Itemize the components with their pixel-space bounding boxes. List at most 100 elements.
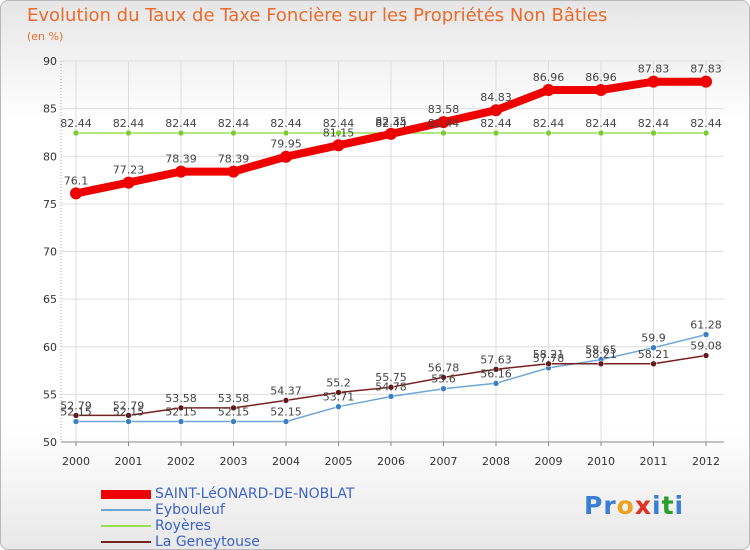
x-tick-label: 2007 xyxy=(430,455,458,468)
data-label: 82.44 xyxy=(113,117,145,130)
data-point xyxy=(437,116,450,129)
data-point xyxy=(702,331,710,338)
y-tick-label: 75 xyxy=(43,198,57,211)
data-label: 52.15 xyxy=(218,406,250,419)
data-point xyxy=(490,104,502,117)
data-label: 52.79 xyxy=(60,399,92,412)
data-point xyxy=(492,129,500,137)
data-label: 53.71 xyxy=(323,391,355,404)
data-label: 82.44 xyxy=(585,117,617,130)
data-label: 58.65 xyxy=(585,344,617,357)
data-point xyxy=(227,165,240,178)
x-tick-label: 2002 xyxy=(167,455,195,468)
x-tick-label: 2008 xyxy=(482,455,510,468)
data-point xyxy=(280,150,292,163)
series-layer xyxy=(70,75,712,425)
data-label: 55.75 xyxy=(375,371,407,384)
data-label: 84.83 xyxy=(480,91,512,104)
legend-item-saint-leonard: SAINT-LéONARD-DE-NOBLAT xyxy=(101,486,501,502)
data-label: 79.95 xyxy=(270,138,302,151)
data-point xyxy=(647,75,660,88)
x-tick-label: 2004 xyxy=(272,455,300,468)
data-point xyxy=(492,380,500,387)
data-point xyxy=(700,75,712,88)
data-labels: 82.44 82.44 82.44 82.44 82.44 82.44 82.44 82.44… xyxy=(60,63,722,419)
data-point xyxy=(282,418,290,425)
legend-item-la-geneytouse: La Geneytouse xyxy=(101,534,501,550)
data-point xyxy=(72,412,80,419)
data-label: 56.78 xyxy=(428,361,460,374)
legend-swatch xyxy=(101,525,151,527)
data-label: 82.44 xyxy=(533,117,565,130)
data-point xyxy=(177,418,185,425)
data-point xyxy=(70,187,82,200)
legend-item-eybouleuf: Eybouleuf xyxy=(101,502,501,518)
data-point xyxy=(597,129,605,137)
data-label: 82.44 xyxy=(165,117,197,130)
data-label: 55.6 xyxy=(431,373,456,386)
data-point xyxy=(282,129,290,137)
data-point xyxy=(595,83,607,96)
legend-swatch xyxy=(101,490,151,499)
y-tick-label: 70 xyxy=(43,246,57,259)
legend-label: Eybouleuf xyxy=(155,502,225,518)
data-label: 54.37 xyxy=(270,384,302,397)
legend-swatch xyxy=(101,509,151,511)
data-label: 86.96 xyxy=(533,71,565,84)
data-label: 52.15 xyxy=(270,406,302,419)
y-tick-label: 55 xyxy=(43,388,57,401)
data-point xyxy=(282,397,290,404)
data-point xyxy=(72,129,80,137)
data-point xyxy=(702,352,710,359)
data-point xyxy=(335,129,342,137)
data-label: 76.1 xyxy=(64,174,89,187)
y-tick-label: 90 xyxy=(43,55,57,68)
x-tick-label: 2000 xyxy=(62,455,90,468)
data-point xyxy=(175,165,187,178)
data-label: 52.79 xyxy=(113,399,145,412)
data-point xyxy=(385,127,397,140)
logo-letter: i xyxy=(652,491,662,520)
data-label: 81.15 xyxy=(323,126,355,139)
data-point xyxy=(125,129,132,137)
data-point xyxy=(440,374,447,381)
y-tick-label: 85 xyxy=(43,103,57,116)
y-tick-label: 50 xyxy=(43,436,57,449)
data-label: 82.35 xyxy=(375,115,407,128)
data-point xyxy=(125,412,132,419)
legend-item-royeres: Royères xyxy=(101,518,501,534)
data-label: 87.83 xyxy=(690,63,722,76)
data-point xyxy=(440,129,447,137)
data-point xyxy=(440,385,447,392)
data-label: 82.44 xyxy=(218,117,250,130)
data-point xyxy=(125,418,132,425)
data-label: 87.83 xyxy=(638,63,670,76)
chart-title: Evolution du Taux de Taxe Foncière sur l… xyxy=(27,5,608,26)
data-label: 82.44 xyxy=(323,117,355,130)
data-label: 78.39 xyxy=(165,153,197,166)
logo-letter: P xyxy=(584,491,604,520)
data-point xyxy=(650,360,657,368)
y-tick-label: 65 xyxy=(43,293,57,306)
data-point xyxy=(335,403,342,410)
data-label: 54.78 xyxy=(375,380,407,393)
data-label: 78.39 xyxy=(218,153,250,166)
data-label: 82.44 xyxy=(375,117,407,130)
axes: 50 55 60 65 70 75 80 85 90 2000 2001 2002 2003 2004 20… xyxy=(43,55,724,468)
legend-label: La Geneytouse xyxy=(155,534,260,550)
data-label: 82.44 xyxy=(428,117,460,130)
logo-letter: o xyxy=(616,491,635,520)
x-tick-label: 2011 xyxy=(640,455,668,468)
data-label: 83.58 xyxy=(428,103,460,116)
logo-letter: t xyxy=(661,491,675,520)
data-label: 82.44 xyxy=(690,117,722,130)
data-label: 55.2 xyxy=(326,376,351,389)
x-tick-label: 2012 xyxy=(692,455,720,468)
data-label: 59.9 xyxy=(641,332,666,345)
data-point xyxy=(650,344,657,352)
data-label: 77.23 xyxy=(113,164,145,177)
data-label: 52.15 xyxy=(60,406,92,419)
logo-letter: r xyxy=(603,491,617,520)
data-point xyxy=(542,83,555,96)
